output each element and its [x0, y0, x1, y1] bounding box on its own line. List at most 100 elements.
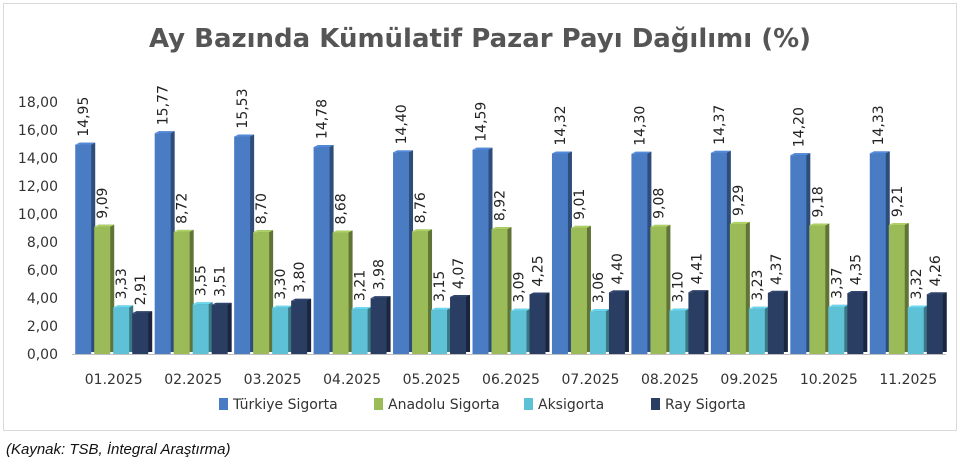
bar-top [472, 147, 493, 150]
y-tick-label: 16,00 [18, 123, 58, 139]
bar-top [211, 302, 232, 305]
bar-top [291, 298, 312, 301]
bar-top [828, 304, 849, 307]
bar [450, 297, 467, 354]
data-label: 15,53 [235, 88, 251, 128]
bar-top [631, 151, 652, 154]
data-label: 4,41 [689, 253, 705, 284]
data-label: 3,80 [292, 262, 308, 293]
bar-top [431, 307, 452, 310]
data-label: 9,21 [890, 186, 906, 217]
bar-top [94, 224, 115, 227]
bar-top [608, 290, 629, 293]
data-label: 3,09 [512, 272, 528, 303]
x-tick-label: 08.2025 [641, 372, 699, 388]
y-tick-label: 4,00 [27, 291, 58, 307]
bar [272, 307, 289, 354]
bar [173, 231, 190, 354]
data-label: 8,68 [334, 193, 350, 224]
x-tick-label: 04.2025 [323, 372, 381, 388]
bar [688, 292, 705, 354]
source-note: (Kaynak: TSB, İntegral Araştırma) [6, 441, 231, 458]
x-tick-label: 01.2025 [85, 372, 143, 388]
bar [412, 231, 429, 354]
bar-top [767, 290, 788, 293]
bar-top [809, 223, 830, 226]
data-label: 3,30 [273, 269, 289, 300]
bar [669, 310, 686, 354]
data-label: 8,92 [493, 190, 509, 221]
bar-top [589, 309, 610, 312]
data-label: 2,91 [133, 274, 149, 305]
data-label: 14,78 [315, 99, 331, 139]
x-tick-label: 05.2025 [403, 372, 461, 388]
data-label: 3,23 [750, 270, 766, 301]
bar [431, 309, 448, 354]
bar-top [313, 145, 334, 148]
bar [729, 223, 746, 354]
bar-top [253, 230, 274, 233]
bar-top [510, 308, 531, 311]
bar [291, 300, 308, 354]
bar [332, 232, 349, 354]
bar [234, 136, 251, 354]
bar [211, 304, 228, 354]
legend-swatch [651, 398, 660, 410]
x-tick-label: 09.2025 [720, 372, 778, 388]
bar [631, 153, 648, 354]
bar [828, 306, 845, 354]
x-tick-label: 06.2025 [482, 372, 540, 388]
data-label: 9,29 [731, 185, 747, 216]
bar-top [370, 296, 391, 299]
bar [809, 225, 826, 354]
bar-top [450, 295, 471, 298]
data-label: 8,70 [254, 193, 270, 224]
data-label: 3,55 [194, 265, 210, 296]
bar [570, 227, 587, 354]
data-label: 4,40 [610, 253, 626, 284]
bar [608, 292, 625, 354]
y-tick-label: 14,00 [18, 151, 58, 167]
bar [907, 307, 924, 354]
bar [253, 232, 270, 354]
data-label: 3,32 [909, 268, 925, 299]
bar [313, 147, 330, 354]
y-tick-label: 2,00 [27, 319, 58, 335]
bar [869, 153, 886, 354]
bar [847, 293, 864, 354]
data-label: 4,35 [848, 254, 864, 285]
legend-label: Anadolu Sigorta [388, 397, 500, 413]
bar [767, 292, 784, 354]
bar-top [351, 307, 372, 310]
y-tick-label: 18,00 [18, 95, 58, 111]
bar [551, 153, 568, 354]
bar [510, 310, 527, 354]
data-label: 4,37 [769, 254, 785, 285]
data-label: 3,37 [829, 268, 845, 299]
bar-top [272, 305, 293, 308]
bar [589, 311, 606, 354]
bar [154, 133, 171, 354]
bar-top [847, 291, 868, 294]
data-label: 15,77 [156, 85, 172, 125]
bar-top [75, 142, 96, 145]
y-tick-label: 10,00 [18, 207, 58, 223]
data-label: 3,33 [114, 268, 130, 299]
data-label: 3,21 [353, 270, 369, 301]
bar-top [529, 292, 550, 295]
bar [710, 152, 727, 354]
bar [748, 308, 765, 354]
bar [650, 226, 667, 354]
data-label: 3,51 [213, 266, 229, 297]
data-label: 9,09 [95, 188, 111, 219]
data-label: 9,08 [651, 188, 667, 219]
data-label: 9,18 [810, 186, 826, 217]
data-label: 3,98 [372, 259, 388, 290]
bar-top [491, 227, 512, 230]
x-tick-label: 03.2025 [244, 372, 302, 388]
bar [926, 294, 943, 354]
legend-swatch [374, 398, 383, 410]
x-tick-label: 02.2025 [164, 372, 222, 388]
bar-top [132, 311, 153, 314]
y-tick-label: 0,00 [27, 347, 58, 363]
